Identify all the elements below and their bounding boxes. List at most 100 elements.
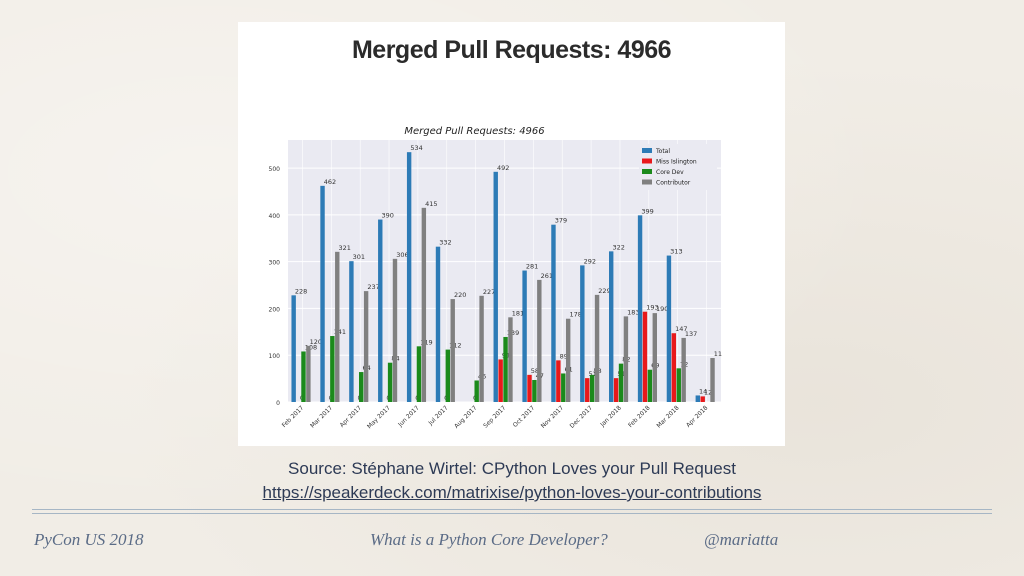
data-label: 332 [439,239,451,247]
footer-divider-bottom [32,513,992,514]
x-tick-label: Jun 2017 [396,404,421,429]
data-label: 89 [560,352,568,360]
x-tick-label: Oct 2017 [512,404,537,429]
bar-miss-islington [642,311,648,402]
data-label: 462 [324,178,336,186]
bar-contributor [710,358,715,402]
data-label: 228 [295,287,307,295]
bar-contributor [565,318,571,402]
source-caption: Source: Stéphane Wirtel: CPython Loves y… [288,459,736,478]
bar-total [378,219,383,402]
data-label: 108 [305,343,317,351]
bar-core-dev [676,368,681,402]
bar-core-dev [416,346,422,402]
bar-core-dev [647,369,653,402]
bar-core-dev [589,374,595,402]
bar-contributor [652,313,657,402]
source-link[interactable]: https://speakerdeck.com/matrixise/python… [262,483,762,502]
bar-total [522,270,527,402]
data-label: 227 [483,288,495,296]
legend-swatch [642,169,652,174]
data-label: 534 [410,144,422,152]
x-tick-label: Apr 2018 [685,404,710,429]
data-label: 141 [334,328,346,336]
data-label: 183 [627,308,639,316]
bar-core-dev [445,349,451,402]
footer-talk-title: What is a Python Core Developer? [370,530,608,549]
x-tick-label: Jan 2018 [598,404,622,428]
bar-core-dev [503,336,508,402]
bar-total [320,185,325,402]
bar-core-dev [561,373,566,402]
data-label: 139 [507,329,519,337]
bar-contributor [392,258,398,402]
bar-miss-islington [671,333,677,402]
data-label: 181 [512,309,524,317]
bar-total [291,295,296,402]
bar-total [637,215,643,402]
data-label: 292 [584,257,596,265]
x-tick-label: Feb 2017 [281,404,306,429]
footer-handle: @mariatta [704,530,779,549]
legend-label: Core Dev [656,169,684,176]
footer-divider-top [32,509,992,510]
data-label: 399 [641,207,653,215]
bar-chart: Merged Pull Requests: 4966 0 100 200 300 400 5… [269,126,723,430]
x-tick-label: Mar 2017 [309,404,334,429]
bar-miss-islington [700,396,705,402]
bar-contributor [363,291,369,402]
footer-conference: PyCon US 2018 [34,530,144,549]
data-label: 112 [449,342,461,350]
legend-swatch [642,148,652,153]
bar-contributor [537,279,542,402]
bar-core-dev [532,380,537,402]
y-tick-label: 300 [269,260,281,267]
bar-miss-islington [613,378,619,402]
bar-contributor [479,295,484,402]
data-label: 379 [555,217,567,225]
data-label: 321 [339,244,351,252]
bar-miss-islington [556,360,561,402]
bar-total [406,152,412,402]
bar-contributor [450,299,455,402]
bar-contributor [681,337,686,402]
y-tick-label: 0 [276,400,280,407]
bar-core-dev [474,380,479,402]
x-tick-label: Jul 2017 [427,404,450,427]
chart-image: Merged Pull Requests: 4966 Merged Pull R… [238,22,785,446]
bar-core-dev [387,362,393,402]
data-label: 415 [425,200,437,208]
data-label: 193 [646,304,658,312]
bar-total [608,251,614,402]
x-tick-label: Sep 2017 [482,404,507,429]
data-label: 14 [699,387,707,395]
data-label: 492 [497,164,509,172]
x-tick-label: May 2017 [366,404,392,430]
x-tick-label: Feb 2018 [627,404,652,429]
bar-miss-islington [527,374,532,402]
data-label: 281 [526,263,538,271]
data-label: 301 [353,253,365,261]
data-label: 178 [569,311,581,319]
data-label: 58 [531,367,539,375]
image-title: Merged Pull Requests: 4966 [351,36,672,64]
bar-total [435,246,441,402]
bar-contributor [335,251,340,402]
bar-core-dev [330,336,335,402]
y-tick-label: 200 [269,306,281,313]
bar-contributor [594,294,600,402]
y-tick-label: 400 [269,213,281,220]
data-label: 11 [714,350,722,358]
bar-total [493,171,498,402]
bar-total [349,261,354,402]
bar-miss-islington [585,378,590,402]
x-tick-label: Apr 2017 [339,404,364,429]
bar-contributor [421,207,427,402]
y-tick-label: 500 [269,166,281,173]
bar-contributor [508,317,513,402]
legend-swatch [642,179,652,185]
data-label: 119 [420,338,432,346]
data-label: 220 [454,291,466,299]
bar-core-dev [618,363,624,402]
bar-core-dev [359,372,364,402]
